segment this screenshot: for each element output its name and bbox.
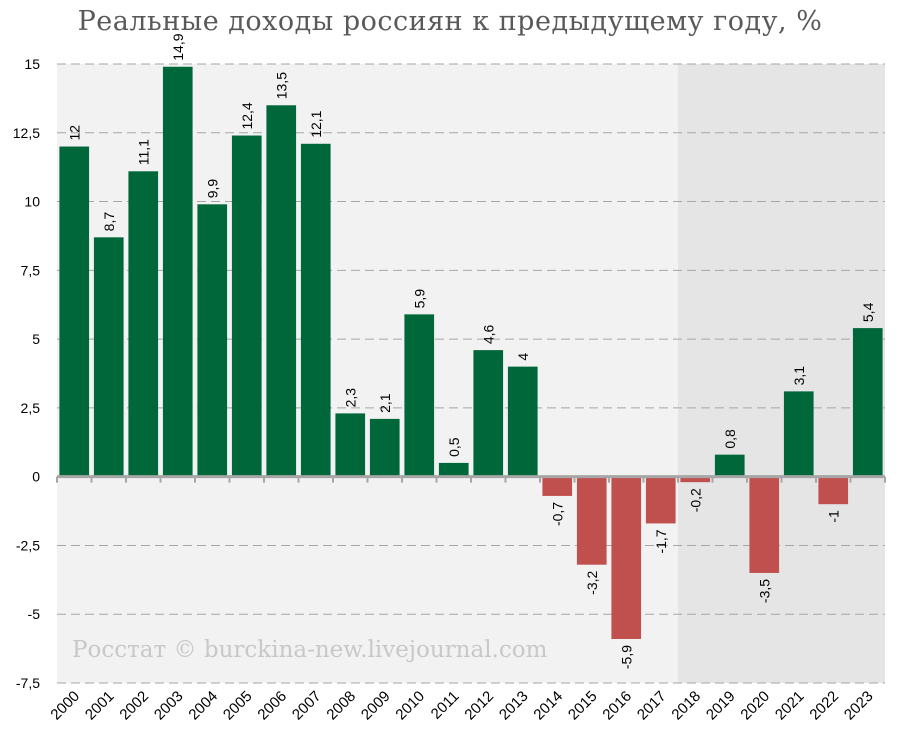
bar (473, 350, 504, 477)
data-label: 11,1 (135, 139, 151, 165)
x-tick-label: 2005 (220, 688, 256, 724)
x-tick-label: 2009 (358, 688, 394, 724)
x-tick-label: 2001 (82, 688, 118, 724)
y-tick-label: -7,5 (16, 675, 40, 691)
data-label: -1,7 (653, 529, 669, 553)
x-tick-label: 2023 (841, 688, 877, 724)
bar (335, 413, 366, 477)
bar (818, 476, 849, 505)
data-label: 13,5 (273, 72, 289, 99)
y-tick-labels: 15 12,5 10 7,5 5 2,5 0 -2,5 -5 -7,5 (13, 56, 40, 691)
bar (59, 146, 90, 477)
bar (507, 366, 538, 477)
data-label: 5,9 (411, 289, 427, 309)
bar (93, 237, 124, 477)
y-tick-label: 7,5 (21, 262, 41, 278)
data-label: 3,1 (791, 366, 807, 386)
bar (645, 476, 676, 524)
x-tick-label: 2003 (151, 688, 187, 724)
y-tick-label: 10 (24, 194, 40, 210)
bar (749, 476, 780, 573)
x-tick-label: 2014 (530, 688, 566, 724)
y-tick-label: -5 (28, 606, 41, 622)
data-label: 2,1 (377, 393, 393, 413)
x-tick-label: 2015 (565, 688, 601, 724)
y-tick-label: 12,5 (13, 125, 40, 141)
x-tick-label: 2002 (116, 688, 152, 724)
bar (542, 476, 573, 496)
x-tick-label: 2022 (806, 688, 842, 724)
data-label: -5,9 (618, 645, 634, 669)
bar (128, 171, 159, 477)
x-tick-label: 2020 (737, 688, 773, 724)
bar (714, 454, 745, 477)
data-label: -1 (825, 510, 841, 523)
x-axis (56, 475, 886, 483)
data-label: 12 (66, 125, 82, 141)
data-label: -3,5 (756, 579, 772, 603)
y-tick-label: -2,5 (16, 537, 40, 553)
bar (162, 66, 193, 477)
bar (404, 314, 435, 477)
data-label: 12,4 (239, 102, 255, 129)
data-label: -0,7 (549, 502, 565, 526)
x-tick-label: 2019 (703, 688, 739, 724)
y-tick-label: 15 (24, 56, 40, 72)
bar (611, 476, 642, 639)
chart-title: Реальные доходы россиян к предыдущему го… (77, 6, 823, 37)
x-tick-label: 2000 (47, 688, 83, 724)
data-labels: 12 8,7 11,1 14,9 9,9 12,4 13,5 12,1 2,3 2,1 5,9 0,5… (66, 33, 876, 669)
y-tick-label: 2,5 (21, 400, 41, 416)
data-label: 5,4 (860, 302, 876, 322)
x-tick-labels: 2000200120022003200420052006200720082009… (47, 688, 876, 724)
x-tick-label: 2004 (185, 688, 221, 724)
data-label: 4 (515, 353, 531, 361)
data-label: 4,6 (480, 324, 496, 344)
bar (438, 462, 469, 477)
bar (197, 204, 228, 477)
x-tick-label: 2017 (634, 688, 670, 724)
data-label: 0,8 (722, 429, 738, 449)
bar (369, 418, 400, 477)
data-label: 8,7 (101, 212, 117, 232)
x-tick-label: 2012 (461, 688, 497, 724)
bar (852, 328, 883, 477)
bar (231, 135, 262, 477)
data-label: 0,5 (446, 437, 462, 457)
bars (59, 66, 883, 639)
x-tick-label: 2010 (392, 688, 428, 724)
data-label: -3,2 (584, 570, 600, 594)
x-tick-label: 2008 (323, 688, 359, 724)
shaded-region (678, 64, 885, 683)
x-tick-label: 2016 (599, 688, 635, 724)
gridlines (57, 63, 885, 684)
x-tick-label: 2006 (254, 688, 290, 724)
y-tick-label: 5 (32, 331, 40, 347)
x-tick-label: 2013 (496, 688, 532, 724)
data-label: 9,9 (204, 179, 220, 199)
y-tick-label: 0 (32, 469, 40, 485)
bar (576, 476, 607, 565)
bar (680, 476, 711, 483)
bar (300, 143, 331, 477)
bar (783, 391, 814, 477)
x-tick-label: 2018 (668, 688, 704, 724)
data-label: -0,2 (687, 488, 703, 512)
data-label: 2,3 (342, 388, 358, 408)
bar (266, 105, 297, 477)
data-label: 14,9 (170, 33, 186, 60)
watermark: Росстат © burckina-new.livejournal.com (72, 637, 548, 663)
x-tick-label: 2021 (772, 688, 808, 724)
data-label: 12,1 (308, 110, 324, 137)
x-tick-label: 2007 (289, 688, 325, 724)
plot-background (57, 64, 885, 683)
x-tick-label: 2011 (428, 688, 463, 723)
